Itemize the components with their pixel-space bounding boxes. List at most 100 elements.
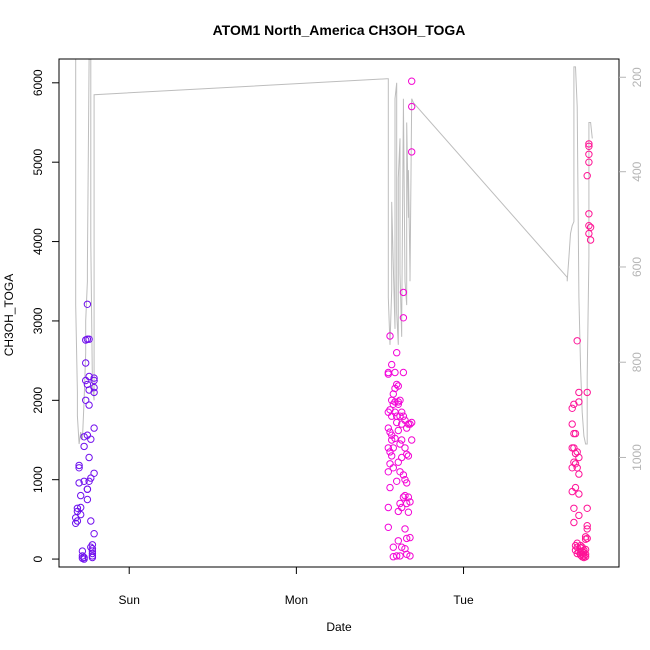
data-point [585,158,593,166]
data-point [570,458,578,466]
data-point [87,435,95,443]
y2-tick-label: 600 [630,257,644,277]
data-point [85,401,93,409]
data-point [404,493,413,501]
data-point [398,543,406,551]
data-point [83,300,92,308]
data-point [82,396,90,404]
data-point [399,368,408,377]
plot-frame [58,58,620,568]
data-point [585,210,593,218]
data-point [394,426,402,435]
data-point [403,534,411,543]
data-point [399,314,408,322]
data-point [83,485,92,493]
data-point [394,398,402,406]
data-point [583,504,591,512]
data-point [88,545,97,553]
data-point [408,418,416,427]
data-point [581,535,590,543]
data-point [87,517,95,525]
data-point [394,537,402,545]
data-point [394,382,402,390]
data-point [399,471,408,479]
data-point [403,479,411,487]
data-point [583,522,591,530]
data-point [396,552,404,560]
y-tick-label: 1000 [31,466,45,493]
data-point [585,229,593,238]
data-point [90,469,98,477]
x-axis-label: Date [326,620,352,634]
data-point [571,429,580,438]
data-point [386,483,394,492]
data-point [388,360,396,369]
data-point [568,420,576,428]
data-point [580,546,588,554]
data-point [568,404,576,412]
y-axis: 0 1000 2000 3000 4000 5000 6000 [31,69,59,562]
data-point [73,517,82,525]
data-point [85,477,93,485]
data-point [389,444,397,452]
data-point [585,222,593,230]
data-point [571,460,580,468]
data-point [73,504,82,512]
data-point [80,442,88,451]
data-point [583,388,591,397]
data-point [585,140,593,148]
data-point [85,453,93,462]
data-point [90,383,98,392]
data-point [90,374,98,382]
data-point [398,408,406,416]
data-point [585,150,593,159]
data-point [408,436,416,444]
data-point [399,493,408,501]
data-point [88,541,97,549]
data-point [393,349,401,357]
data-point [404,452,413,460]
x-tick-label: Tue [453,593,474,607]
data-point [88,552,97,560]
data-point [401,525,409,533]
data-point [90,424,98,432]
y-tick-label: 3000 [31,307,45,334]
data-point [570,518,578,527]
data-point [575,453,583,462]
data-point [396,396,404,404]
data-point [398,503,406,512]
y2-tick-label: 800 [630,352,644,372]
data-point [90,376,98,385]
data-point [396,440,404,448]
data-point [393,552,401,560]
data-point [394,458,402,466]
data-point [575,470,583,478]
data-point [391,434,399,443]
data-point [384,523,392,531]
data-point [404,508,413,516]
data-point [85,335,93,343]
data-point [581,533,590,541]
data-point [406,420,414,428]
data-point [384,444,392,452]
data-point [77,503,85,512]
sonde-line [74,58,593,445]
data-point [389,464,397,472]
y-tick-label: 4000 [31,228,45,255]
data-point [406,552,414,560]
data-point [585,142,593,151]
data-point [391,368,399,377]
data-point [80,477,88,485]
data-point [75,464,83,472]
data-point [83,495,92,504]
data-point [401,491,409,500]
data-point [391,398,399,406]
y-tick-label: 6000 [31,69,45,96]
y2-tick-label: 1000 [630,444,644,471]
x-tick-label: Mon [285,593,308,607]
chart-title: ATOM1 North_America CH3OH_TOGA [213,22,466,38]
x-axis: Sun Mon Tue [119,567,474,607]
data-point [90,530,98,538]
data-point [384,424,392,432]
